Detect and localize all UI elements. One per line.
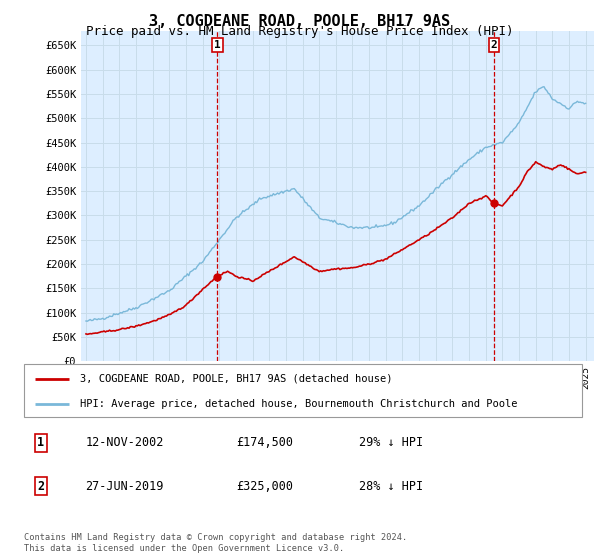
FancyBboxPatch shape: [24, 364, 582, 417]
Text: 28% ↓ HPI: 28% ↓ HPI: [359, 479, 423, 493]
Text: HPI: Average price, detached house, Bournemouth Christchurch and Poole: HPI: Average price, detached house, Bour…: [80, 399, 517, 409]
Text: 1: 1: [214, 40, 221, 50]
Text: 2: 2: [491, 40, 497, 50]
Text: Price paid vs. HM Land Registry's House Price Index (HPI): Price paid vs. HM Land Registry's House …: [86, 25, 514, 38]
Text: 12-NOV-2002: 12-NOV-2002: [85, 436, 164, 450]
Text: 29% ↓ HPI: 29% ↓ HPI: [359, 436, 423, 450]
Text: 27-JUN-2019: 27-JUN-2019: [85, 479, 164, 493]
Text: 3, COGDEANE ROAD, POOLE, BH17 9AS (detached house): 3, COGDEANE ROAD, POOLE, BH17 9AS (detac…: [80, 374, 392, 384]
Text: Contains HM Land Registry data © Crown copyright and database right 2024.
This d: Contains HM Land Registry data © Crown c…: [24, 533, 407, 553]
Text: £325,000: £325,000: [236, 479, 293, 493]
Text: £174,500: £174,500: [236, 436, 293, 450]
Text: 3, COGDEANE ROAD, POOLE, BH17 9AS: 3, COGDEANE ROAD, POOLE, BH17 9AS: [149, 14, 451, 29]
Text: 2: 2: [37, 479, 44, 493]
Text: 1: 1: [37, 436, 44, 450]
